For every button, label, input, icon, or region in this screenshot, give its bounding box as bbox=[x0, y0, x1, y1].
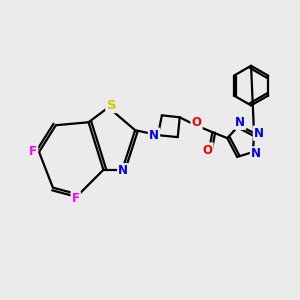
Text: N: N bbox=[235, 116, 245, 129]
Text: N: N bbox=[118, 164, 128, 177]
Text: O: O bbox=[192, 116, 202, 129]
Text: N: N bbox=[251, 148, 261, 160]
Text: N: N bbox=[254, 127, 264, 140]
Text: S: S bbox=[106, 99, 116, 112]
Text: F: F bbox=[72, 192, 80, 205]
Text: O: O bbox=[202, 143, 212, 157]
Text: N: N bbox=[149, 129, 159, 142]
Text: F: F bbox=[29, 146, 37, 158]
